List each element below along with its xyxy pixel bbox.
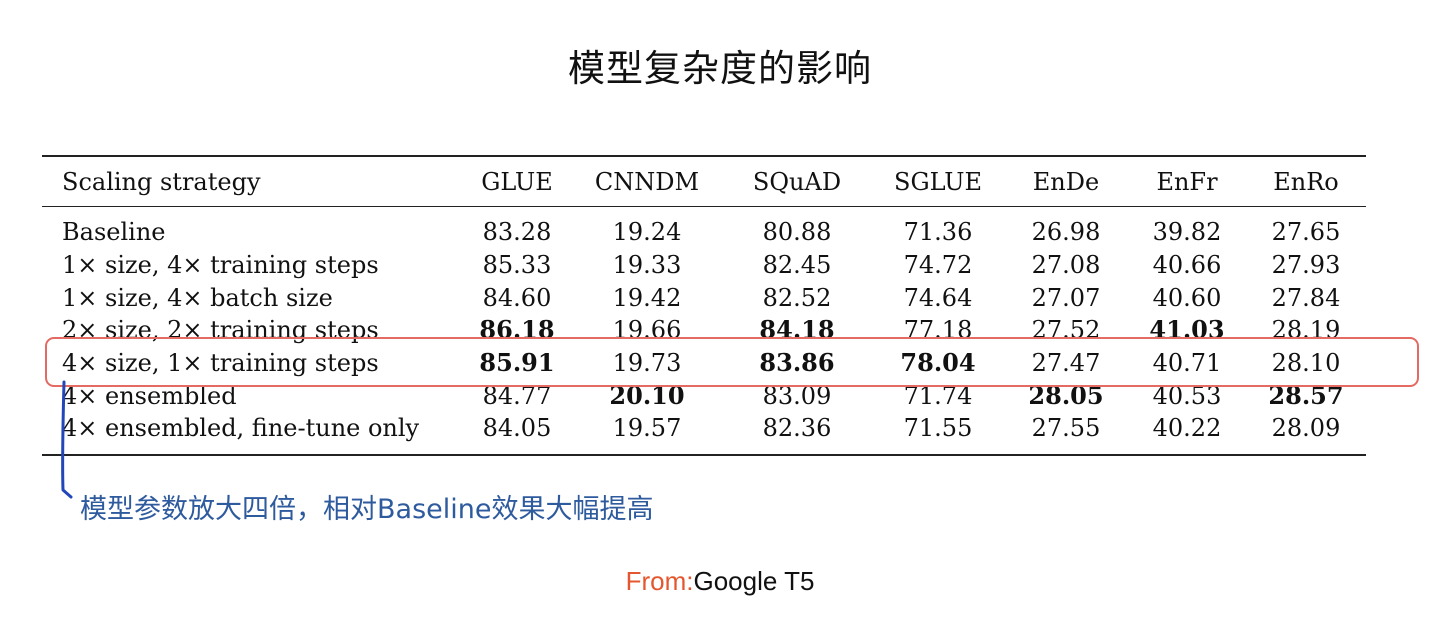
column-header-cnndm: CNNDM bbox=[594, 167, 700, 196]
cell-glue: 83.28 bbox=[482, 218, 552, 247]
annotation-arrow bbox=[61, 380, 73, 499]
cell-cnndm: 19.42 bbox=[612, 283, 682, 312]
table-spacer bbox=[42, 445, 1366, 454]
table-row: 4× ensembled 84.77 20.10 83.09 71.74 28.05 40.… bbox=[42, 379, 1366, 412]
cell-enfr: 41.03 bbox=[1149, 315, 1225, 345]
cell-enfr: 40.71 bbox=[1152, 349, 1222, 378]
column-header-ende: EnDe bbox=[1032, 167, 1100, 196]
cell-squad: 82.36 bbox=[762, 414, 832, 443]
cell-ende: 27.52 bbox=[1031, 316, 1101, 345]
cell-squad: 83.09 bbox=[762, 381, 832, 410]
results-table: Scaling strategy GLUE CNNDM SQuAD SGLUE … bbox=[42, 157, 1366, 454]
table-bottom-rule bbox=[42, 453, 1366, 456]
column-header-sglue: SGLUE bbox=[894, 167, 982, 196]
cell-glue: 84.77 bbox=[482, 381, 552, 410]
table-row: Baseline 83.28 19.24 80.88 71.36 26.98 39.82 27… bbox=[42, 216, 1366, 249]
cell-enro: 27.84 bbox=[1271, 283, 1341, 312]
cell-cnndm: 19.73 bbox=[612, 349, 682, 378]
cell-ende: 26.98 bbox=[1031, 218, 1101, 247]
slide-title: 模型复杂度的影响 bbox=[568, 47, 872, 90]
cell-enro: 27.65 bbox=[1271, 218, 1341, 247]
column-header-squad: SQuAD bbox=[752, 167, 842, 196]
cell-glue: 84.60 bbox=[482, 283, 552, 312]
cell-enro: 27.93 bbox=[1271, 251, 1341, 280]
cell-sglue: 71.74 bbox=[903, 381, 973, 410]
cell-cnndm: 19.57 bbox=[612, 414, 682, 443]
cell-cnndm: 19.66 bbox=[612, 316, 682, 345]
cell-sglue: 71.55 bbox=[903, 414, 973, 443]
cell-ende: 27.07 bbox=[1031, 283, 1101, 312]
cell-glue: 84.05 bbox=[482, 414, 552, 443]
cell-enfr: 39.82 bbox=[1152, 218, 1222, 247]
cell-glue: 86.18 bbox=[479, 315, 555, 345]
cell-strategy: 1× size, 4× training steps bbox=[62, 251, 379, 280]
cell-strategy: Baseline bbox=[62, 218, 166, 247]
column-header-enro: EnRo bbox=[1273, 167, 1339, 196]
cell-strategy: 1× size, 4× batch size bbox=[62, 283, 333, 312]
table-spacer bbox=[42, 206, 1366, 216]
header-row: Scaling strategy GLUE CNNDM SQuAD SGLUE … bbox=[42, 157, 1366, 207]
cell-enro: 28.57 bbox=[1268, 380, 1344, 410]
cell-strategy: 4× size, 1× training steps bbox=[62, 349, 379, 378]
column-header-strategy: Scaling strategy bbox=[62, 167, 261, 196]
cell-glue: 85.91 bbox=[479, 348, 555, 378]
cell-enfr: 40.22 bbox=[1152, 414, 1222, 443]
source-name: Google T5 bbox=[693, 566, 815, 596]
table-row: 4× ensembled, fine-tune only 84.05 19.57 82… bbox=[42, 412, 1366, 445]
source-credit: From:Google T5 bbox=[0, 566, 1440, 597]
cell-enro: 28.09 bbox=[1271, 414, 1341, 443]
cell-enro: 28.10 bbox=[1271, 349, 1341, 378]
cell-squad: 84.18 bbox=[759, 315, 835, 345]
cell-squad: 80.88 bbox=[762, 218, 832, 247]
cell-ende: 28.05 bbox=[1028, 380, 1104, 410]
cell-squad: 83.86 bbox=[759, 348, 835, 378]
cell-enfr: 40.66 bbox=[1152, 251, 1222, 280]
table-row: 1× size, 4× batch size 84.60 19.42 82.52 74.… bbox=[42, 281, 1366, 314]
table-row: 1× size, 4× training steps 85.33 19.33 82.4… bbox=[42, 249, 1366, 282]
cell-sglue: 78.04 bbox=[900, 348, 976, 378]
cell-sglue: 74.72 bbox=[903, 251, 973, 280]
source-prefix: From: bbox=[625, 566, 694, 596]
cell-sglue: 74.64 bbox=[903, 283, 973, 312]
results-table-container: Scaling strategy GLUE CNNDM SQuAD SGLUE … bbox=[42, 155, 1366, 456]
table-row: 4× size, 1× training steps 85.91 19.73 83.8… bbox=[42, 347, 1366, 380]
cell-ende: 27.55 bbox=[1031, 414, 1101, 443]
cell-glue: 85.33 bbox=[482, 251, 552, 280]
column-header-enfr: EnFr bbox=[1156, 167, 1218, 196]
cell-enfr: 40.53 bbox=[1152, 381, 1222, 410]
cell-cnndm: 19.33 bbox=[612, 251, 682, 280]
cell-strategy: 4× ensembled, fine-tune only bbox=[62, 414, 420, 443]
cell-strategy: 2× size, 2× training steps bbox=[62, 316, 379, 345]
cell-enfr: 40.60 bbox=[1152, 283, 1222, 312]
annotation-note: 模型参数放大四倍，相对Baseline效果大幅提高 bbox=[80, 494, 654, 525]
cell-sglue: 71.36 bbox=[903, 218, 973, 247]
column-header-glue: GLUE bbox=[481, 167, 553, 196]
cell-ende: 27.47 bbox=[1031, 349, 1101, 378]
cell-squad: 82.45 bbox=[762, 251, 832, 280]
cell-ende: 27.08 bbox=[1031, 251, 1101, 280]
cell-cnndm: 19.24 bbox=[612, 218, 682, 247]
table-header: Scaling strategy GLUE CNNDM SQuAD SGLUE … bbox=[42, 157, 1366, 207]
table-row: 2× size, 2× training steps 86.18 19.66 84.1… bbox=[42, 314, 1366, 347]
table-top-rule bbox=[42, 155, 1366, 157]
cell-enro: 28.19 bbox=[1271, 316, 1341, 345]
cell-sglue: 77.18 bbox=[903, 316, 973, 345]
cell-cnndm: 20.10 bbox=[609, 380, 685, 410]
cell-squad: 82.52 bbox=[762, 283, 832, 312]
table-body: Baseline 83.28 19.24 80.88 71.36 26.98 39.82 27… bbox=[42, 206, 1366, 454]
